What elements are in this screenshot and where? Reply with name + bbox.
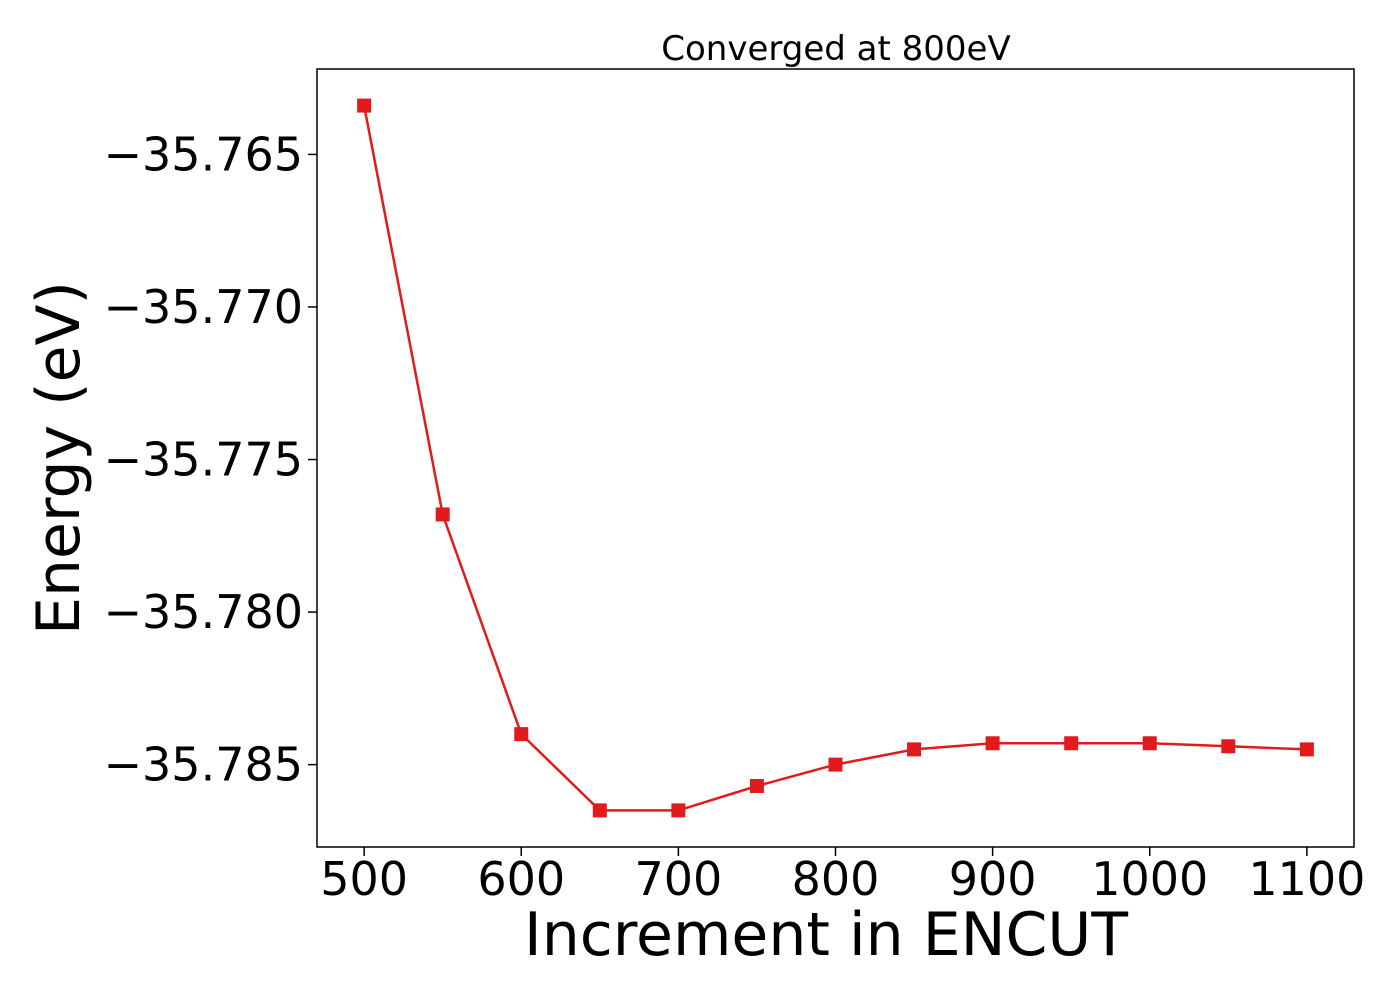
x-tick-label: 700 [634,852,722,906]
data-point [1221,739,1236,754]
y-tick-label: −35.770 [104,280,304,334]
data-point [671,803,686,818]
data-point [357,98,372,113]
x-tick-label: 900 [949,852,1037,906]
plot-frame [316,68,1355,848]
x-tick-label: 600 [477,852,565,906]
y-tick-label: −35.765 [104,127,304,181]
data-point [907,742,922,757]
data-point [435,507,450,522]
data-point [1299,742,1314,757]
y-tick-label: −35.780 [104,585,304,639]
y-tick-label: −35.785 [104,738,304,792]
y-axis-ticks: −35.765 −35.770 −35.775 −35.780 −35.785 [104,127,317,792]
series-points [357,98,1314,818]
data-point [749,778,764,793]
chart-title: Converged at 800eV [661,29,1010,69]
data-point [592,803,607,818]
y-tick-label: −35.775 [104,433,304,487]
y-axis-label: Energy (eV) [24,281,94,635]
data-point [828,757,843,772]
x-tick-label: 1000 [1091,852,1208,906]
x-axis-label: Increment in ENCUT [524,900,1128,970]
x-axis-ticks: 500 600 700 800 900 1000 1100 [320,847,1365,906]
series-line [362,105,1307,812]
data-point [514,727,529,742]
x-tick-label: 800 [792,852,880,906]
x-tick-label: 1100 [1248,852,1365,906]
x-tick-label: 500 [320,852,408,906]
data-point [1142,736,1157,751]
data-point [985,736,1000,751]
data-point [1064,736,1079,751]
